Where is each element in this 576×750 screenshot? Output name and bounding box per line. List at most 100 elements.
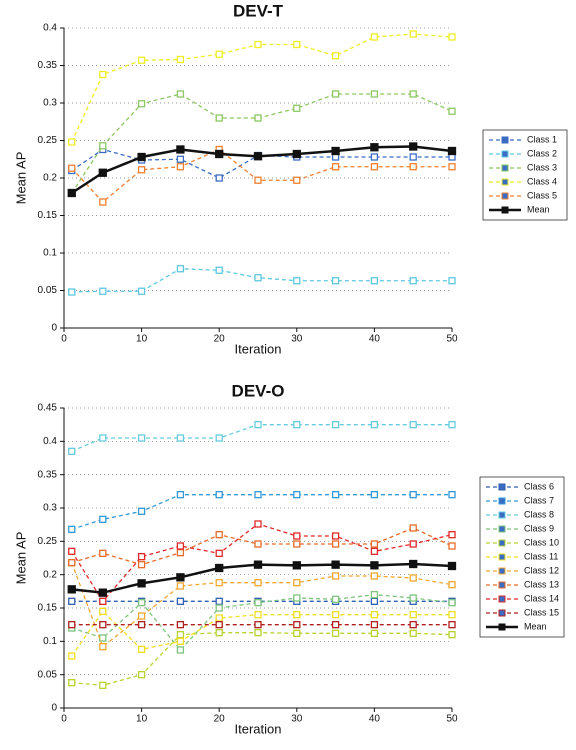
series-marker — [98, 168, 107, 177]
series-marker — [293, 540, 301, 548]
series-marker — [409, 163, 417, 171]
series-marker — [99, 515, 107, 523]
legend: Class 1 Class 2 Class 3 Class 4 Class 5 Mean — [482, 129, 568, 221]
series-marker — [409, 524, 417, 532]
y-tick-label: 0.2 — [43, 569, 57, 580]
series-marker — [293, 421, 301, 429]
series-marker — [99, 681, 107, 689]
legend-marker — [501, 150, 509, 158]
series-marker — [254, 114, 262, 122]
series-marker — [137, 612, 146, 620]
series-marker — [448, 599, 456, 607]
series-marker — [293, 176, 301, 184]
series-line — [71, 268, 452, 293]
legend: Class 6 Class 7 Class 8 Class 9 Class 10 Clas… — [479, 476, 565, 638]
legend-label: Class 9 — [524, 523, 554, 533]
series-marker — [331, 560, 340, 569]
series-marker — [448, 542, 456, 550]
series-marker — [137, 507, 146, 515]
series-marker — [68, 164, 76, 172]
legend-marker — [498, 553, 506, 561]
series-marker — [448, 621, 456, 629]
series-marker — [176, 597, 185, 605]
series-marker — [370, 572, 379, 580]
x-axis-label: Iteration — [235, 341, 282, 356]
legend-label: Class 5 — [527, 190, 557, 200]
series-marker — [137, 152, 146, 162]
chart-title: DEV-T — [233, 1, 284, 20]
series-marker — [409, 153, 417, 161]
series-marker — [215, 563, 224, 573]
series-marker — [370, 591, 379, 599]
series-marker — [409, 540, 417, 548]
legend-marker — [501, 164, 509, 172]
series-marker — [254, 540, 262, 548]
series-marker — [137, 671, 146, 679]
y-tick-label: 0.3 — [43, 503, 57, 514]
series-marker — [293, 40, 301, 49]
series-marker — [331, 163, 340, 171]
y-tick-label: 0.3 — [43, 98, 57, 109]
series-marker — [68, 288, 76, 296]
series-marker — [448, 421, 456, 429]
series-marker — [409, 90, 417, 98]
series-marker — [253, 560, 263, 569]
legend-marker — [498, 539, 506, 547]
series-marker — [254, 599, 262, 607]
y-tick-label: 0.1 — [43, 248, 57, 259]
series-marker — [254, 579, 262, 587]
y-tick-label: 0.05 — [38, 669, 58, 680]
series-marker — [293, 532, 301, 540]
y-tick-label: 0.2 — [43, 173, 57, 184]
series-marker — [176, 631, 185, 639]
x-tick-label: 30 — [291, 334, 303, 345]
series-marker — [99, 287, 107, 295]
series-marker — [254, 621, 262, 629]
series-marker — [253, 152, 263, 161]
series-marker — [99, 597, 107, 605]
legend-marker — [498, 623, 506, 631]
series-marker — [176, 491, 185, 499]
series-marker — [215, 614, 223, 622]
series-marker — [176, 55, 185, 64]
legend-marker — [501, 136, 509, 144]
series-marker — [293, 104, 301, 112]
series-marker — [293, 629, 301, 637]
series-marker — [68, 621, 76, 629]
series-marker — [176, 155, 185, 163]
x-tick-label: 50 — [446, 334, 458, 345]
series-marker — [370, 491, 379, 499]
series-marker — [67, 585, 76, 594]
legend-label: Class 8 — [524, 509, 554, 519]
x-axis-label: Iteration — [235, 721, 282, 736]
series-marker — [370, 547, 379, 555]
series-marker — [215, 549, 223, 557]
series-marker — [448, 491, 456, 499]
series-line — [71, 494, 452, 530]
legend-marker — [498, 525, 506, 533]
series-marker — [176, 582, 185, 590]
series-marker — [215, 604, 223, 612]
series-marker — [176, 163, 185, 171]
y-tick-label: 0.4 — [43, 23, 57, 34]
series-marker — [99, 621, 107, 629]
series-marker — [98, 588, 107, 597]
legend-label: Class 12 — [524, 565, 559, 575]
series-marker — [215, 114, 223, 122]
series-marker — [370, 153, 379, 161]
legend-label: Class 1 — [527, 134, 557, 144]
series-marker — [176, 542, 185, 550]
x-tick-label: 50 — [446, 714, 458, 725]
legend-label: Class 6 — [524, 481, 554, 491]
series-marker — [448, 163, 456, 171]
series-marker — [137, 287, 146, 295]
series-marker — [331, 52, 340, 60]
legend-label: Class 10 — [524, 537, 559, 547]
series-marker — [215, 174, 223, 182]
series-marker — [99, 549, 107, 557]
x-tick-label: 20 — [214, 714, 226, 725]
series-marker — [137, 166, 146, 174]
series-marker — [293, 491, 301, 499]
series-marker — [254, 629, 262, 637]
series-marker — [293, 611, 301, 619]
